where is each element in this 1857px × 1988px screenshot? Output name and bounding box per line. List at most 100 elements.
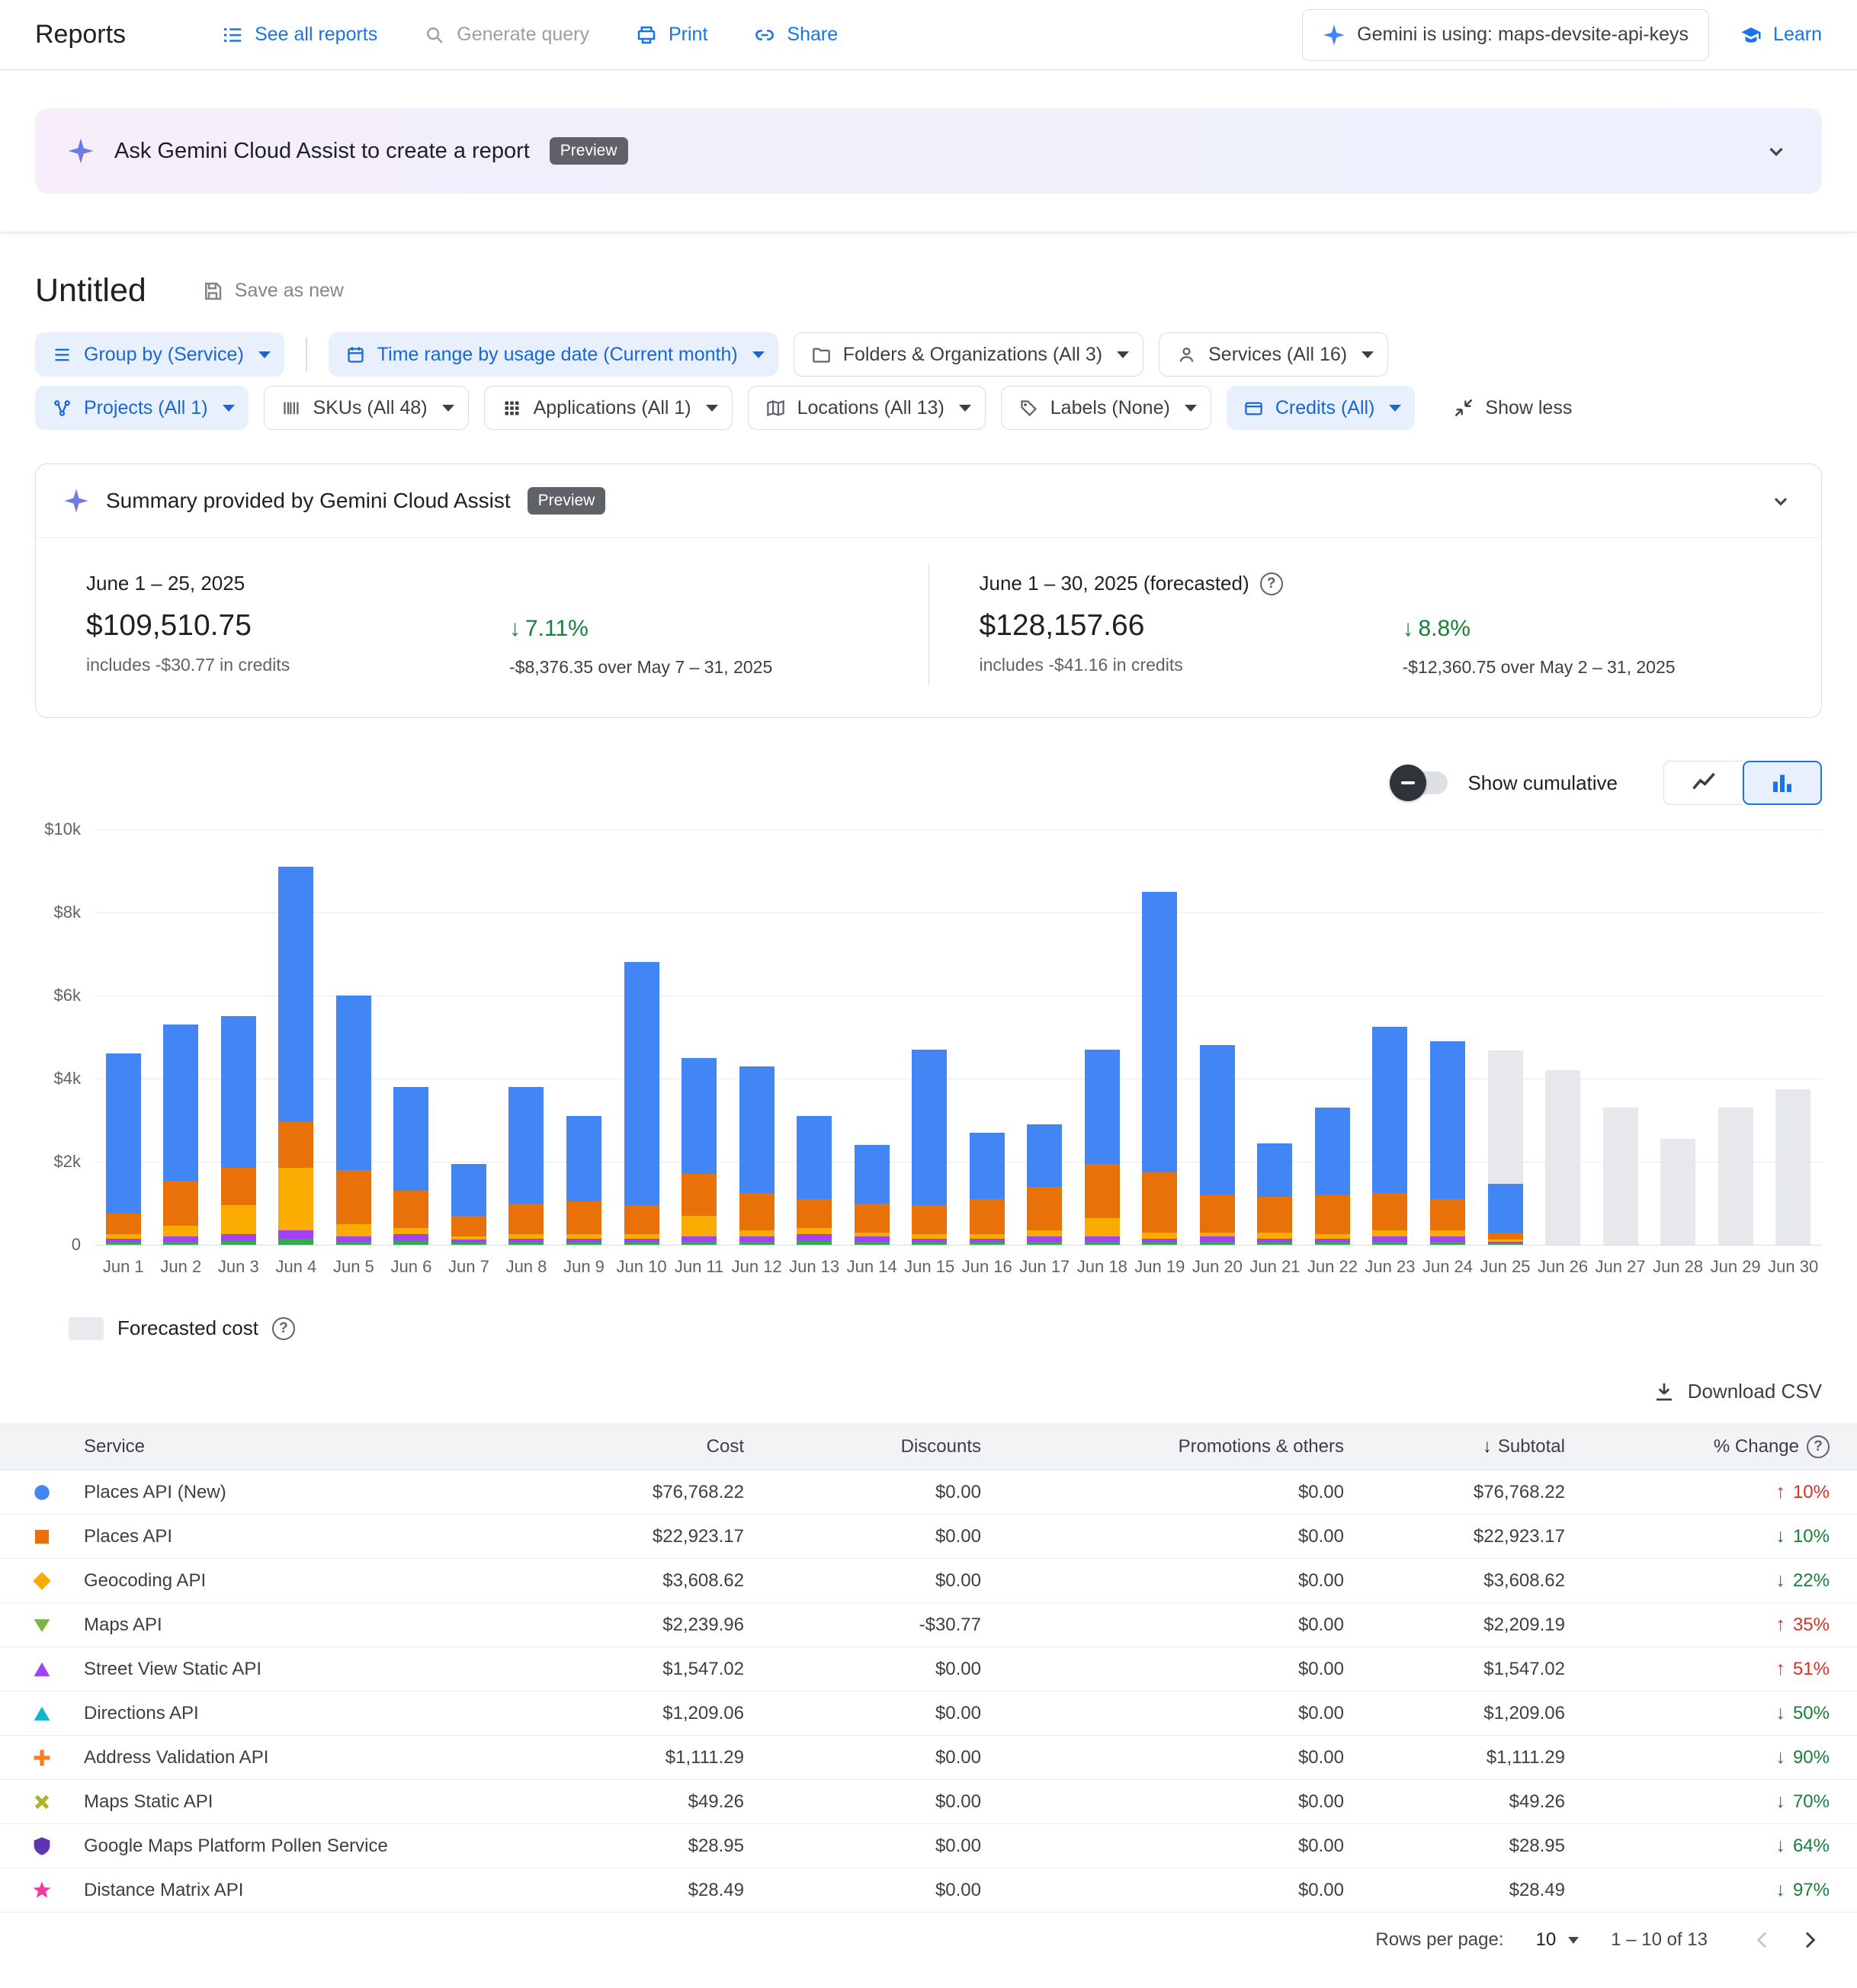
download-csv-button[interactable]: Download CSV [1653,1380,1822,1403]
segment-places-api [739,1192,775,1230]
filter-label: Locations (All 13) [797,396,945,418]
filter-projects[interactable]: Projects (All 1) [35,386,249,430]
column-discounts[interactable]: Discounts [900,1435,981,1457]
service-cell: Directions API [0,1703,531,1724]
print-button[interactable]: Print [635,24,707,46]
rows-per-page-select[interactable]: 10 [1536,1929,1580,1951]
discounts-cell: -$30.77 [919,1614,981,1635]
segment-geocoding-api [682,1215,717,1237]
cost-cell: $3,608.62 [662,1570,744,1591]
segment-places-api [854,1203,890,1233]
show-cumulative-toggle[interactable] [1390,765,1448,801]
filter-credits[interactable]: Credits (All) [1226,386,1416,430]
filter-folders-organizations[interactable]: Folders & Organizations (All 3) [793,332,1144,377]
period-change-value: 7.11% [525,616,589,641]
sort-desc-icon [1483,1436,1492,1457]
discounts-cell: $0.00 [935,1791,981,1812]
y-axis: $10k $8k $6k $4k $2k 0 [35,819,95,1254]
chart-controls: Show cumulative [0,718,1857,810]
expand-banner-button[interactable] [1762,137,1790,165]
filter-labels[interactable]: Labels (None) [1000,386,1211,430]
report-title: Untitled [35,272,146,309]
save-as-new-button[interactable]: Save as new [201,280,344,303]
help-icon[interactable] [1807,1435,1830,1458]
cost-cell: $28.49 [688,1879,744,1900]
filter-time-range[interactable]: Time range by usage date (Current month) [328,332,778,377]
dropdown-caret-icon [258,351,271,358]
segment-places-api [508,1203,544,1235]
gemini-usage-chip[interactable]: Gemini is using: maps-devsite-api-keys [1302,8,1710,61]
filter-locations[interactable]: Locations (All 13) [747,386,986,430]
x-tick-label: Jun 11 [674,1257,724,1276]
learn-button[interactable]: Learn [1740,24,1822,46]
filter-services[interactable]: Services (All 16) [1159,332,1389,377]
segment-places-api-new- [508,1086,544,1204]
tag-icon [1021,399,1037,416]
segment-places-api-new- [682,1057,717,1175]
line-chart-button[interactable] [1663,761,1743,805]
see-all-reports-button[interactable]: See all reports [221,24,377,46]
preview-badge: Preview [527,487,606,515]
projects-icon [54,399,70,416]
show-less-label: Show less [1485,396,1573,418]
query-icon [427,27,444,43]
show-less-button[interactable]: Show less [1453,397,1572,419]
period-label: June 1 – 30, 2025 (forecasted) [979,572,1249,595]
plot-area [95,829,1822,1246]
filter-skus[interactable]: SKUs (All 48) [263,386,469,430]
diamond-marker-icon [30,1571,53,1591]
bar-chart-button[interactable] [1743,761,1822,805]
filter-applications[interactable]: Applications (All 1) [483,386,733,430]
segment-places-api-new- [797,1116,832,1200]
segment-geocoding-api [105,1234,141,1239]
segment-places-api [566,1201,602,1235]
y-tick-label: $4k [53,1069,81,1088]
column-cost[interactable]: Cost [706,1435,744,1457]
column-service[interactable]: Service [84,1435,146,1457]
gemini-banner[interactable]: Ask Gemini Cloud Assist to create a repo… [35,108,1822,194]
segment-street-view-static-api [105,1238,141,1242]
services-icon [1179,347,1194,362]
table-row: Directions API $1,209.06 $0.00 $0.00 $1,209.… [0,1691,1857,1736]
bar-jun-22 [1304,829,1361,1245]
bar-jun-26 [1534,829,1592,1245]
bar-jun-25 [1477,829,1535,1245]
bar-jun-4 [268,829,326,1245]
subtotal-cell: $49.26 [1509,1791,1565,1812]
column-subtotal[interactable]: Subtotal [1344,1436,1565,1457]
x-tick-label: Jun 24 [1422,1257,1474,1276]
filter-row-2: Projects (All 1) SKUs (All 48) Applicati… [0,377,1857,430]
segment-geocoding-api [1257,1232,1293,1239]
help-icon[interactable] [271,1316,295,1340]
share-button[interactable]: Share [753,24,838,46]
segment-street-view-static-api [1027,1236,1063,1242]
bar-jun-29 [1707,829,1765,1245]
help-icon[interactable] [1259,572,1283,595]
generate-query-button[interactable]: Generate query [423,24,589,46]
bar-jun-11 [670,829,728,1245]
filter-group-by[interactable]: Group by (Service) [35,332,284,377]
x-tick-label: Jun 9 [563,1257,605,1276]
subtotal-cell: $1,111.29 [1486,1746,1565,1768]
segment-geocoding-api [912,1234,948,1239]
period-delta: -$8,376.35 over May 7 – 31, 2025 [509,657,773,677]
promotions-cell: $0.00 [1297,1658,1344,1679]
column-percent-change[interactable]: % Change [1565,1435,1857,1458]
prev-page-button[interactable] [1750,1928,1775,1952]
segment-geocoding-api [1314,1234,1350,1239]
table-row: Places API $22,923.17 $0.00 $0.00 $22,923.17… [0,1515,1857,1559]
table-row: Maps Static API $49.26 $0.00 $0.00 $49.26 ↓ 70… [0,1780,1857,1824]
collapse-summary-button[interactable] [1768,488,1794,514]
segment-geocoding-api [1429,1230,1465,1237]
segment-street-view-static-api [393,1234,429,1241]
discounts-cell: $0.00 [935,1481,981,1502]
column-promotions[interactable]: Promotions & others [1178,1435,1344,1457]
segment-street-view-static-api [1142,1238,1178,1242]
segment-maps-api [1429,1241,1465,1245]
download-icon [1656,1383,1672,1400]
segment-places-api [682,1174,717,1216]
segment-places-api-new- [1257,1143,1293,1198]
bar-chart-icon [1773,774,1791,792]
discounts-cell: $0.00 [935,1746,981,1768]
next-page-button[interactable] [1798,1928,1822,1952]
